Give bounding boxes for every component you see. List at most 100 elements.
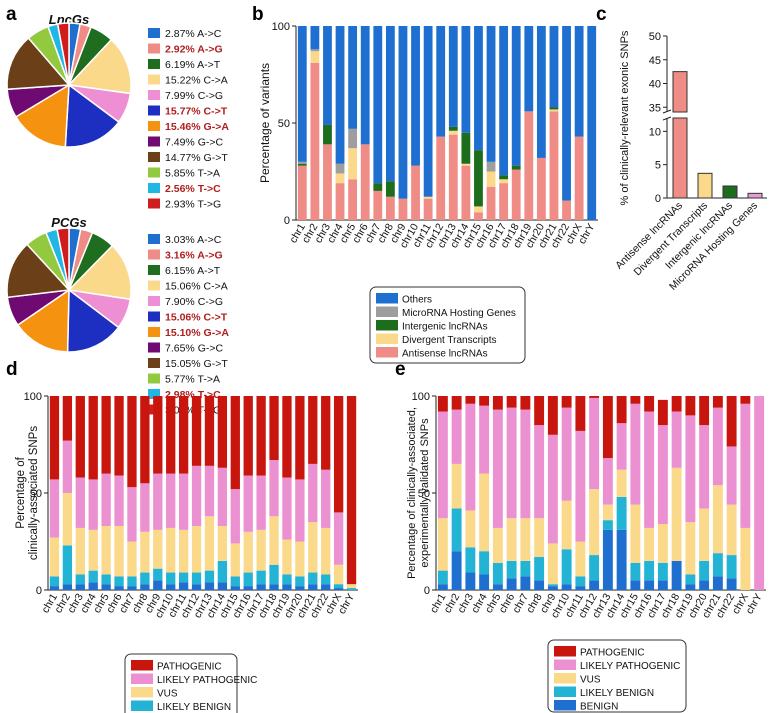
- bar-segment: [630, 504, 641, 563]
- bar-segment: [204, 396, 215, 466]
- bar-segment: [547, 543, 558, 585]
- bar-segment: [465, 510, 476, 548]
- legend-swatch: [148, 43, 160, 54]
- y-tick-label: 5: [655, 160, 661, 172]
- bar-segment: [282, 396, 292, 478]
- bar-segment: [486, 187, 496, 220]
- panel-label-a: a: [6, 4, 17, 25]
- bar-segment: [321, 574, 331, 585]
- bar-segment: [589, 397, 600, 490]
- bar-segment: [140, 531, 150, 573]
- bar-segment: [101, 574, 111, 585]
- pie-legend-label: 7.65% G->C: [165, 343, 223, 355]
- bar-segment: [243, 396, 253, 476]
- bar-segment: [451, 396, 462, 410]
- bar-segment: [479, 396, 490, 406]
- bar-segment: [587, 26, 597, 220]
- bar-segment: [310, 62, 320, 220]
- bar-segment: [243, 572, 253, 587]
- legend-swatch: [554, 659, 576, 670]
- pie-slice: [16, 288, 70, 353]
- bar-segment: [88, 396, 98, 480]
- bar-segment: [127, 396, 137, 488]
- legend-swatch: [554, 686, 576, 697]
- legend-swatch: [148, 358, 160, 368]
- bar-segment: [657, 425, 668, 525]
- bar-segment: [178, 396, 189, 474]
- legend-swatch: [148, 152, 160, 162]
- bar-segment: [333, 588, 344, 590]
- bar-segment: [333, 584, 344, 589]
- bar-segment: [269, 396, 279, 461]
- bar-segment: [486, 171, 496, 188]
- bar-segment: [524, 26, 534, 112]
- y-tick-label: 10: [649, 126, 661, 138]
- bar-segment: [726, 396, 737, 447]
- bar-segment: [191, 572, 202, 585]
- bar-segment: [465, 403, 476, 511]
- legend-swatch: [148, 265, 160, 275]
- bar-segment: [602, 520, 613, 530]
- legend-swatch: [148, 121, 160, 131]
- pie-legend-label: 6.19% A->T: [165, 59, 221, 71]
- bar-segment: [685, 574, 696, 585]
- bar-segment: [479, 574, 490, 590]
- bar-segment: [310, 26, 320, 50]
- bar-segment: [726, 555, 737, 579]
- legend-label: Divergent Transcripts: [402, 335, 496, 346]
- bar-segment: [712, 553, 723, 577]
- bar-segment: [574, 26, 584, 137]
- bar-segment: [474, 26, 483, 151]
- bar-segment: [62, 440, 73, 493]
- bar-segment: [671, 467, 682, 561]
- y-tick-label: 50: [649, 31, 661, 43]
- bar-segment: [547, 586, 558, 590]
- pie-slice: [14, 83, 70, 148]
- bar-segment: [166, 527, 176, 573]
- pie-slice: [6, 37, 71, 91]
- bar-segment: [49, 396, 60, 480]
- panel-e-chart: 050100chr1chr2chr3chr4chr5chr6chr7chr8ch…: [406, 391, 766, 713]
- bar-segment: [589, 396, 600, 398]
- pie-legend-label: 7.49% G->C: [165, 137, 223, 149]
- bar-segment: [360, 26, 370, 145]
- bar-segment: [740, 396, 751, 404]
- bar-segment: [657, 562, 668, 581]
- bar-segment: [644, 396, 655, 412]
- bar-segment: [492, 584, 503, 590]
- bar-lower: [672, 117, 688, 199]
- pie-legend-label: 2.87% A->C: [165, 28, 222, 40]
- legend-label: PATHOGENIC: [580, 648, 645, 659]
- bar-segment: [511, 26, 521, 166]
- bar-segment: [685, 522, 696, 575]
- bar-segment: [461, 132, 471, 164]
- bar-segment: [574, 136, 584, 220]
- bar-segment: [140, 396, 150, 484]
- bar-segment: [561, 396, 572, 408]
- bar-segment: [575, 586, 586, 590]
- legend-swatch: [554, 646, 576, 657]
- bar-segment: [88, 570, 98, 583]
- bar-segment: [62, 584, 73, 590]
- legend-swatch: [148, 373, 160, 384]
- bar-segment: [616, 423, 627, 470]
- legend-box: [124, 653, 238, 713]
- bar-segment: [166, 584, 176, 590]
- y-tick-label: 35: [649, 102, 661, 114]
- bar-segment: [712, 485, 723, 554]
- bar-segment: [191, 465, 202, 526]
- bar-segment: [282, 477, 292, 540]
- bar-segment: [506, 407, 517, 519]
- legend-box: [369, 286, 526, 364]
- bar-segment: [230, 576, 240, 587]
- pie-legend-label: 3.16% A->G: [165, 250, 223, 262]
- bar-segment: [114, 576, 124, 587]
- bar-segment: [534, 396, 545, 426]
- pie-legend-label: 2.92% A->G: [165, 44, 223, 56]
- bar-segment: [178, 529, 189, 573]
- y-axis-label: Percentage of: [15, 456, 27, 528]
- bar-segment: [295, 586, 305, 590]
